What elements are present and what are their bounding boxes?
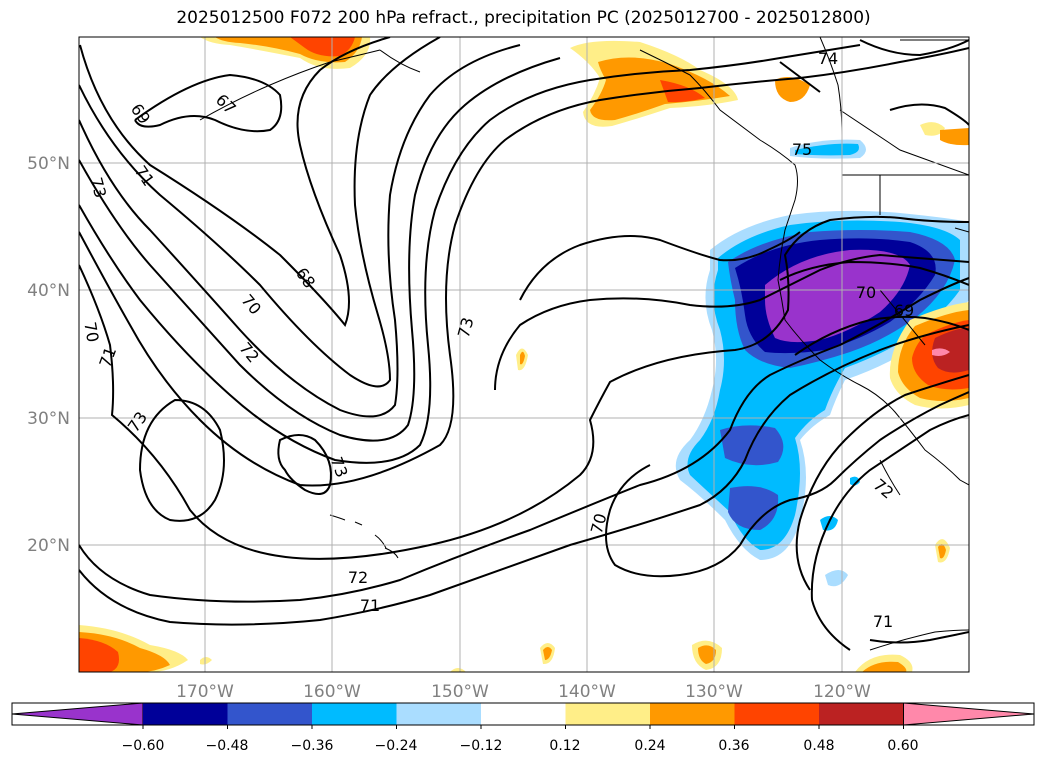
precip-patch <box>932 328 969 373</box>
precip-shading <box>79 37 969 672</box>
colorbar-tick-label: 0.36 <box>718 738 749 754</box>
lat-label-20n: 20°N <box>27 536 70 556</box>
colorbar-tick-label: 0.12 <box>549 738 580 754</box>
precip-patch <box>728 486 779 530</box>
colorbar-extend-max <box>903 702 1035 726</box>
map-frame <box>78 36 970 673</box>
latitude-labels: 50°N 40°N 30°N 20°N <box>27 154 70 556</box>
contour-label: 70 <box>80 320 102 343</box>
contour-label: 67 <box>212 90 240 118</box>
contour-label: 72 <box>870 475 898 503</box>
contour-label: 70 <box>856 283 876 302</box>
refract-contours <box>79 37 969 651</box>
colorbar: −0.60 −0.48 −0.36 −0.24 −0.12 0.12 0.24 … <box>11 702 1035 754</box>
precip-patch <box>543 647 552 660</box>
colorbar-tick-label: 0.48 <box>803 738 834 754</box>
colorbar-tick-label: 0.24 <box>634 738 665 754</box>
lat-label-50n: 50°N <box>27 154 70 174</box>
precip-patch <box>795 143 859 156</box>
colorbar-swatch <box>143 703 228 725</box>
lon-label-130w: 130°W <box>685 682 743 702</box>
precip-patch <box>200 657 212 665</box>
colorbar-swatch <box>565 703 651 725</box>
lon-label-160w: 160°W <box>303 682 361 702</box>
contour-label: 70 <box>237 291 265 319</box>
contour-label: 69 <box>127 100 154 128</box>
colorbar-tick-label: −0.36 <box>291 738 334 754</box>
contour-label: 71 <box>873 612 893 631</box>
precip-patch <box>79 638 119 672</box>
colorbar-tick-label: −0.12 <box>460 738 503 754</box>
colorbar-tick-label: −0.48 <box>206 738 249 754</box>
contour-label: 68 <box>292 264 319 292</box>
contour-label: 75 <box>792 140 812 159</box>
colorbar-swatch <box>819 703 904 725</box>
colorbar-swatch <box>481 703 566 725</box>
lon-label-170w: 170°W <box>176 682 234 702</box>
colorbar-swatch <box>312 703 397 725</box>
colorbar-tick-label: 0.60 <box>887 738 918 754</box>
contour-label: 73 <box>454 315 478 340</box>
contour-label: 69 <box>894 301 914 320</box>
precip-patch <box>775 76 810 102</box>
precip-patch <box>660 80 705 103</box>
colorbar-tick-label: −0.24 <box>375 738 418 754</box>
contour-label: 73 <box>87 175 111 200</box>
precip-patch <box>290 37 355 57</box>
precip-patch <box>590 57 730 121</box>
gridlines <box>79 37 969 672</box>
colorbar-swatch <box>650 703 735 725</box>
precip-patch <box>938 544 946 559</box>
lat-label-30n: 30°N <box>27 409 70 429</box>
precip-patch <box>765 249 910 343</box>
lon-label-150w: 150°W <box>431 682 489 702</box>
contour-label: 72 <box>235 339 263 367</box>
contour-label: 71 <box>95 344 120 370</box>
precip-patch <box>698 645 716 664</box>
coastlines <box>199 37 969 651</box>
precip-patch <box>520 351 525 365</box>
lon-label-120w: 120°W <box>813 682 871 702</box>
contour-label: 71 <box>360 596 380 615</box>
colorbar-extend-min <box>11 702 144 726</box>
map-title: 2025012500 F072 200 hPa refract., precip… <box>176 8 871 28</box>
precip-patch <box>932 348 950 356</box>
colorbar-swatch <box>734 703 820 725</box>
precip-patch <box>920 122 945 136</box>
lat-label-40n: 40°N <box>27 281 70 301</box>
longitude-labels: 170°W 160°W 150°W 140°W 130°W 120°W <box>176 682 871 702</box>
precip-patch <box>825 570 848 587</box>
contour-label: 71 <box>131 162 158 190</box>
lon-label-140w: 140°W <box>558 682 616 702</box>
contour-label: 70 <box>587 511 611 536</box>
contour-label: 74 <box>818 49 838 68</box>
precip-patch <box>450 668 466 672</box>
precip-patch <box>940 128 969 146</box>
colorbar-swatch <box>396 703 482 725</box>
colorbar-frame <box>11 702 1035 726</box>
contour-label: 72 <box>348 568 368 587</box>
colorbar-tick-label: −0.60 <box>122 738 165 754</box>
colorbar-swatch <box>227 703 313 725</box>
precip-patch <box>850 476 860 486</box>
precip-patch <box>862 661 907 672</box>
